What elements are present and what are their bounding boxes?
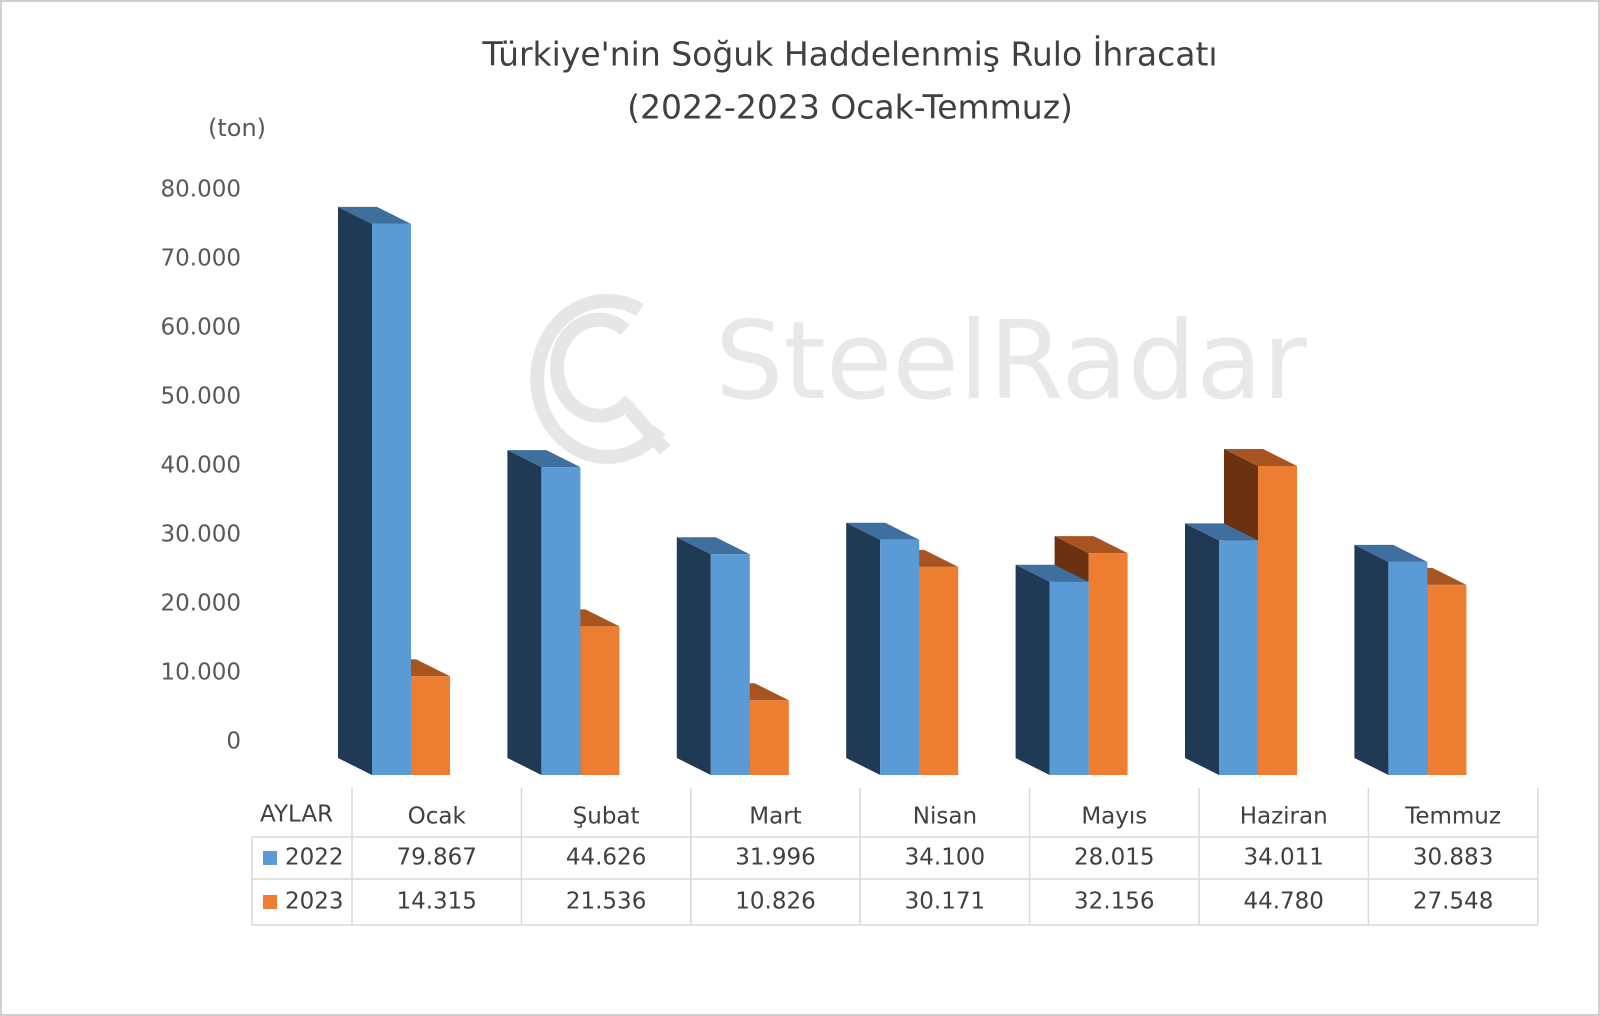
bar-top <box>507 450 581 468</box>
y-tick-label: 60.000 <box>161 315 241 341</box>
bar <box>1258 466 1297 775</box>
data-label: 79.867 <box>396 845 476 871</box>
bar-top <box>1015 564 1089 582</box>
y-tick-label: 0 <box>226 729 241 755</box>
x-tick-label: Mayıs <box>1081 804 1147 830</box>
x-tick-label: Ocak <box>408 804 467 830</box>
bar <box>1049 581 1089 775</box>
bar-side <box>507 450 542 775</box>
y-tick-label: 80.000 <box>161 177 241 203</box>
bar <box>710 554 750 775</box>
data-label: 34.011 <box>1243 845 1323 871</box>
x-tick-label: Şubat <box>573 804 640 830</box>
bar <box>372 223 411 775</box>
data-label: 10.826 <box>735 889 815 915</box>
chart-subtitle: (2022-2023 Ocak-Temmuz) <box>627 88 1073 127</box>
data-label: 44.626 <box>566 845 646 871</box>
bar-top <box>1354 544 1428 562</box>
data-label: 31.996 <box>735 845 815 871</box>
x-tick-label: Haziran <box>1240 804 1328 830</box>
data-label: 30.883 <box>1413 845 1493 871</box>
data-label: 44.780 <box>1243 889 1323 915</box>
bar-top <box>1185 523 1258 541</box>
bar <box>1388 561 1428 775</box>
bar-side <box>676 537 711 775</box>
x-tick-label: Mart <box>749 804 801 830</box>
legend-swatch <box>263 895 277 909</box>
bar-side <box>338 206 372 775</box>
data-label: 28.015 <box>1074 845 1154 871</box>
table-header: AYLAR <box>260 802 333 828</box>
watermark-logo <box>530 293 671 464</box>
bar-side <box>846 522 881 775</box>
bar <box>749 700 789 775</box>
bar <box>1219 540 1258 775</box>
bar-top <box>676 537 750 555</box>
bar-top <box>846 522 920 540</box>
data-label: 21.536 <box>566 889 646 915</box>
bar <box>1427 584 1467 775</box>
bar <box>541 467 581 775</box>
data-label: 34.100 <box>905 845 985 871</box>
bar-side <box>1354 544 1389 775</box>
y-tick-label: 50.000 <box>161 384 241 410</box>
bar <box>919 566 959 775</box>
bar-top <box>1054 536 1128 554</box>
legend-label: 2023 <box>285 889 344 915</box>
x-tick-label: Nisan <box>913 804 977 830</box>
y-axis-label: (ton) <box>208 114 266 142</box>
legend-label: 2022 <box>285 845 344 871</box>
y-tick-label: 20.000 <box>161 591 241 617</box>
data-label: 32.156 <box>1074 889 1154 915</box>
y-tick-label: 70.000 <box>161 246 241 272</box>
bar <box>880 539 920 775</box>
data-label: 30.171 <box>905 889 985 915</box>
y-tick-label: 10.000 <box>161 660 241 686</box>
bar-top <box>338 206 411 224</box>
chart-title: Türkiye'nin Soğuk Haddelenmiş Rulo İhrac… <box>481 35 1217 74</box>
bar-side <box>1185 523 1219 775</box>
bar-top <box>1224 449 1297 467</box>
data-label: 14.315 <box>396 889 476 915</box>
data-label: 27.548 <box>1413 889 1493 915</box>
watermark: SteelRadar <box>715 299 1307 424</box>
bar <box>411 676 450 775</box>
bar <box>580 626 620 775</box>
y-tick-label: 30.000 <box>161 522 241 548</box>
y-tick-label: 40.000 <box>161 453 241 479</box>
bar <box>1088 553 1128 775</box>
legend-swatch <box>263 851 277 865</box>
bar-side <box>1015 564 1050 775</box>
x-tick-label: Temmuz <box>1404 804 1501 830</box>
